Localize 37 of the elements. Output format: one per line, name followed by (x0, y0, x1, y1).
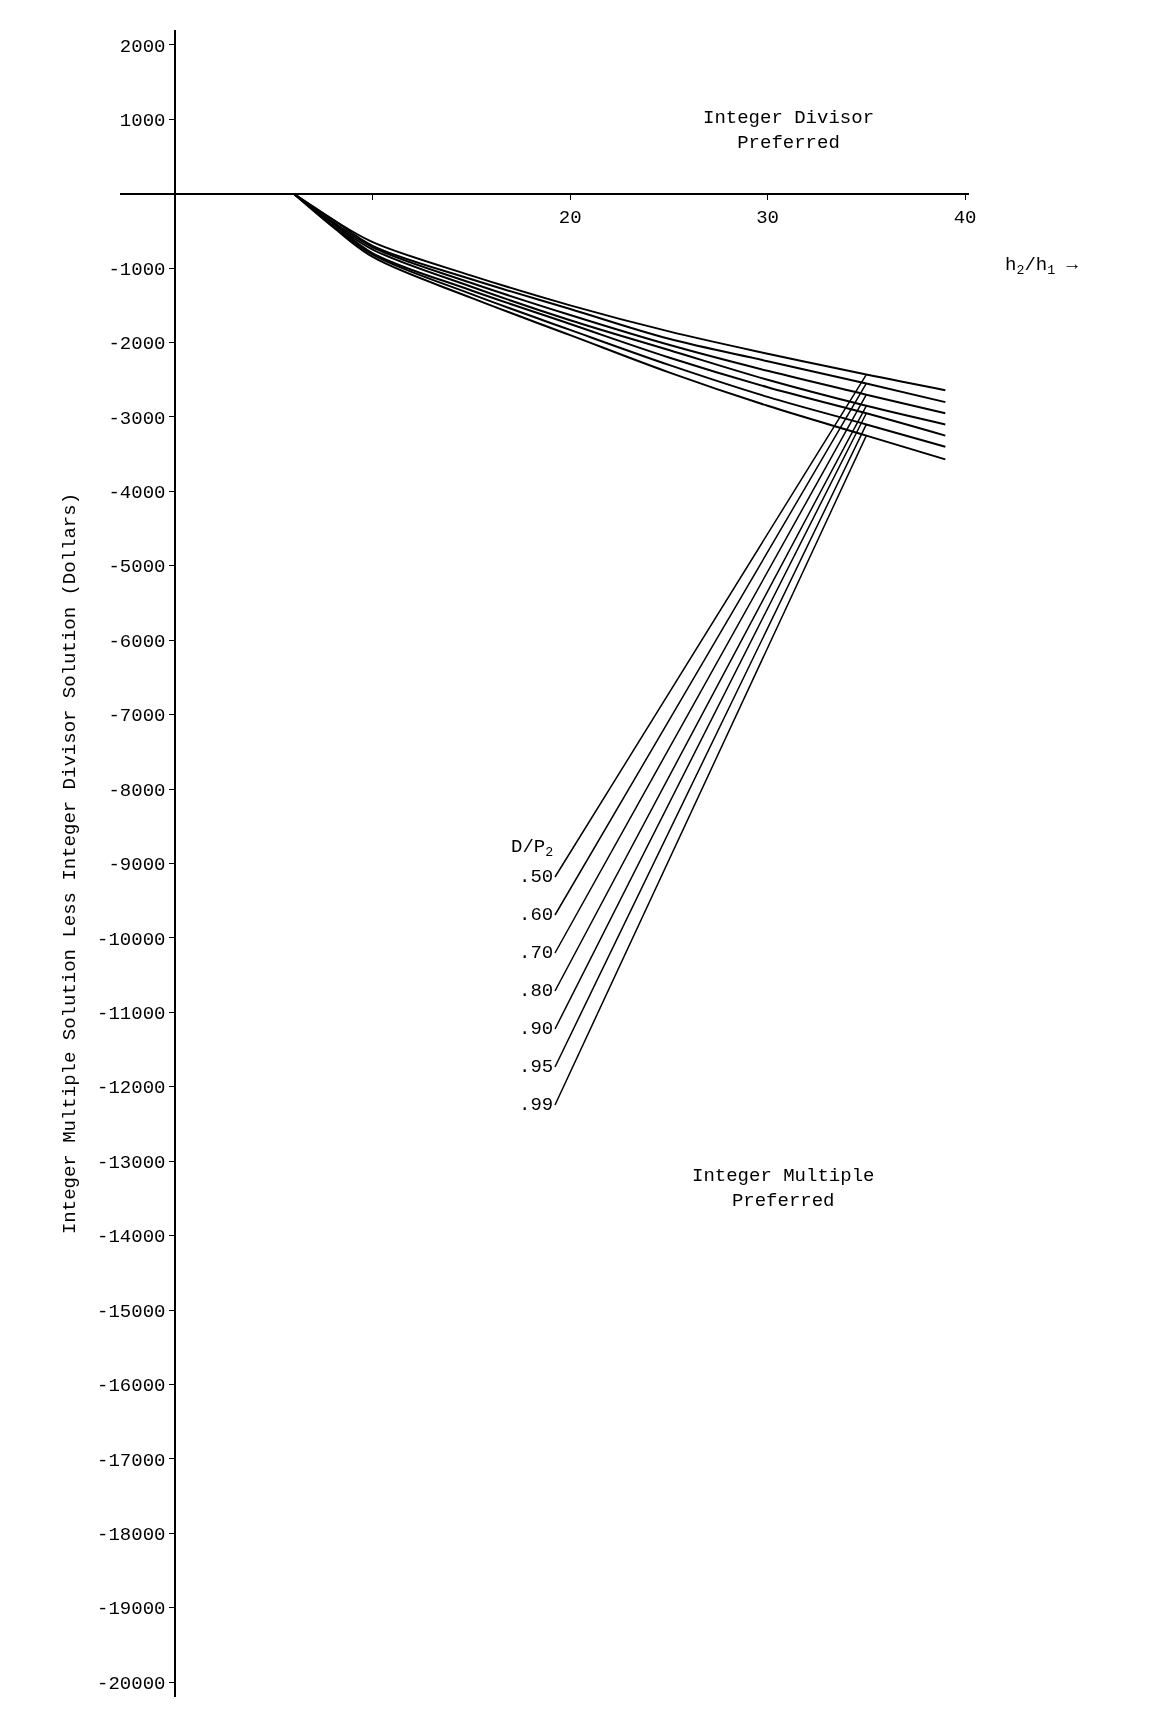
legend-title: D/P$_{2}$ (511, 836, 554, 860)
y-tick-label: -19000 (97, 1598, 166, 1621)
y-tick-label: -4000 (108, 482, 166, 505)
y-tick-label: -7000 (108, 705, 166, 728)
y-tick-label: -8000 (108, 779, 166, 802)
y-tick-label: -10000 (97, 928, 166, 951)
y-axis-title: Integer Multiple Solution Less Integer Divisor Solution (Dollars) (59, 492, 82, 1235)
y-tick-label: -18000 (97, 1523, 166, 1546)
y-tick-label: -17000 (97, 1449, 166, 1472)
annotation: Integer Multiple Preferred (692, 1165, 875, 1212)
text: .99 (519, 1094, 554, 1116)
text: .80 (519, 980, 554, 1002)
y-tick-label: -15000 (97, 1300, 166, 1323)
x-tick-label: 30 (756, 206, 780, 229)
y-tick-label: -6000 (108, 630, 166, 653)
y-tick-label: -9000 (108, 854, 166, 877)
text: .50 (519, 866, 554, 888)
y-tick-label: 2000 (119, 35, 166, 58)
x-tick-label: 20 (558, 206, 582, 229)
y-tick-label: -5000 (108, 556, 166, 579)
y-tick-label: -16000 (97, 1375, 166, 1398)
text: .90 (519, 1018, 554, 1040)
x-tick-label: 40 (953, 206, 977, 229)
text: .60 (519, 904, 554, 926)
annotation: Integer Divisor Preferred (703, 107, 875, 154)
y-tick-label: -3000 (108, 407, 166, 430)
y-tick-label: -12000 (97, 1077, 166, 1100)
text: .70 (519, 942, 554, 964)
y-tick-label: -20000 (97, 1672, 166, 1695)
y-tick-label: -13000 (97, 1151, 166, 1174)
y-tick-label: -11000 (97, 1002, 166, 1025)
y-tick-label: -2000 (108, 333, 166, 356)
x-axis-title: h$_{2}$/h$_{1}$ → (1005, 254, 1079, 278)
y-tick-label: -1000 (108, 258, 166, 281)
y-tick-label: -14000 (97, 1226, 166, 1249)
text: .95 (519, 1056, 554, 1078)
y-tick-label: 1000 (119, 109, 166, 132)
